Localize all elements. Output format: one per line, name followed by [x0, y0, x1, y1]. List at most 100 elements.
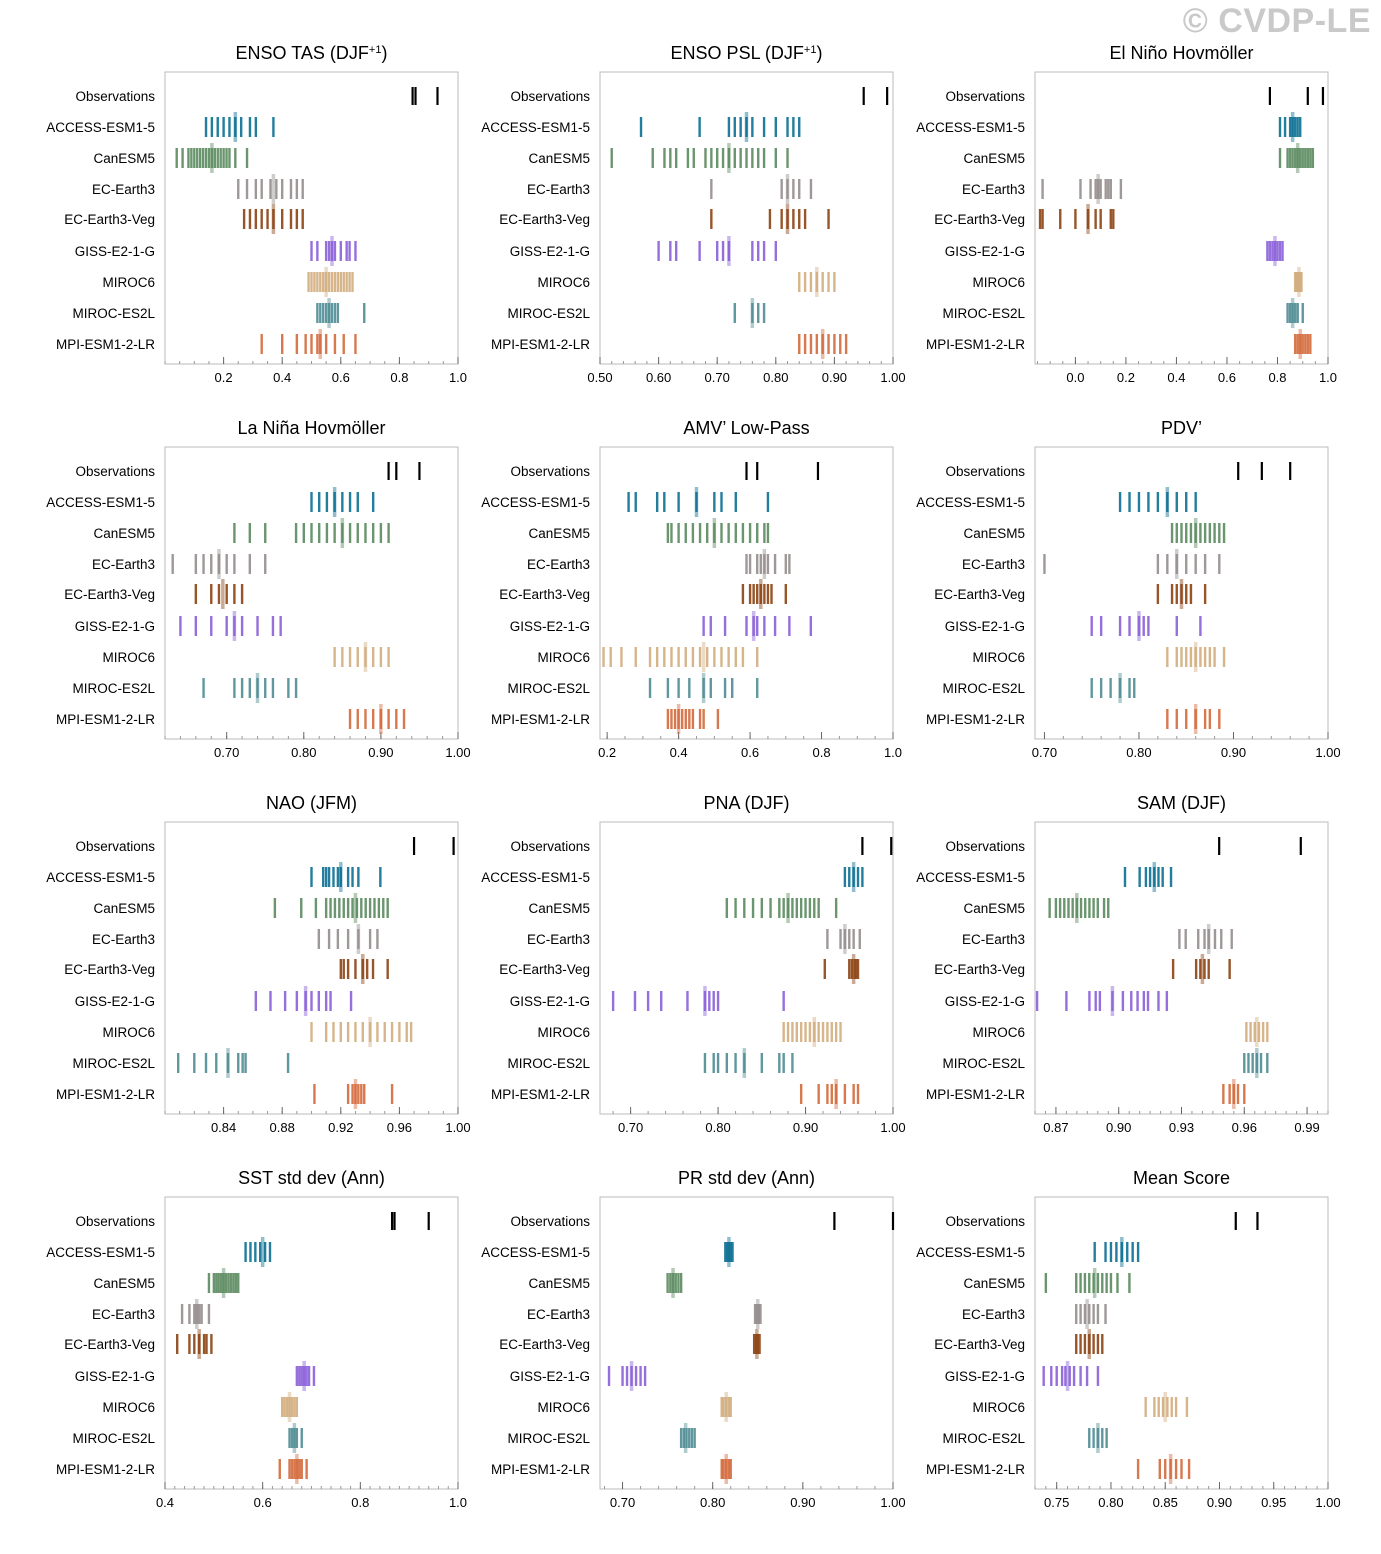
- row-label-observations: Observations: [510, 89, 590, 104]
- plot-frame: [1034, 446, 1329, 740]
- row-label-access-esm1-5: ACCESS-ESM1-5: [46, 1245, 155, 1260]
- chart-title-text: SAM (DJF): [1137, 793, 1226, 813]
- x-tick-label: 0.2: [1117, 370, 1135, 385]
- x-tick-label: 0.84: [211, 1120, 236, 1135]
- x-tick-label: 0.96: [387, 1120, 412, 1135]
- row-label-access-esm1-5: ACCESS-ESM1-5: [481, 1245, 590, 1260]
- row-label-giss-e2-1-g: GISS-E2-1-G: [510, 1369, 590, 1384]
- row-label-observations: Observations: [945, 1214, 1025, 1229]
- x-tick-label: 0.90: [1207, 1495, 1232, 1510]
- row-label-miroc6: MIROC6: [537, 650, 590, 665]
- row-label-access-esm1-5: ACCESS-ESM1-5: [46, 120, 155, 135]
- chart-panel: ENSO PSL (DJF+1) 0.50 0.60 0.70 0.80 0.90 1.00…: [481, 43, 905, 385]
- row-label-mpi-esm1-2-lr: MPI-ESM1-2-LR: [491, 712, 590, 727]
- x-tick-label: 1.00: [880, 1120, 905, 1135]
- x-tick-label: 0.0: [1066, 370, 1084, 385]
- row-label-access-esm1-5: ACCESS-ESM1-5: [481, 495, 590, 510]
- row-label-miroc-es2l: MIROC-ES2L: [72, 1056, 155, 1071]
- x-tick-label: 0.70: [610, 1495, 635, 1510]
- x-tick-label: 1.00: [880, 370, 905, 385]
- chart-title-superscript: +1: [369, 44, 382, 56]
- row-label-ec-earth3-veg: EC-Earth3-Veg: [934, 212, 1025, 227]
- plot-frame: [164, 446, 459, 740]
- x-tick-label: 0.90: [793, 1120, 818, 1135]
- chart-title: SST std dev (Ann): [238, 1168, 385, 1188]
- row-label-ec-earth3-veg: EC-Earth3-Veg: [64, 212, 155, 227]
- row-label-giss-e2-1-g: GISS-E2-1-G: [945, 619, 1025, 634]
- x-tick-label: 0.8: [812, 745, 830, 760]
- row-label-observations: Observations: [75, 1214, 155, 1229]
- chart-title-text: SST std dev (Ann): [238, 1168, 385, 1188]
- row-label-ec-earth3: EC-Earth3: [527, 1307, 590, 1322]
- row-label-giss-e2-1-g: GISS-E2-1-G: [75, 619, 155, 634]
- row-label-giss-e2-1-g: GISS-E2-1-G: [945, 994, 1025, 1009]
- chart-title-text: ENSO PSL (DJF: [671, 43, 804, 63]
- chart-panel: PDV’ 0.70 0.80 0.90 1.00 Observations ACCESS-E…: [916, 418, 1340, 760]
- chart-title: NAO (JFM): [266, 793, 357, 813]
- row-label-canesm5: CanESM5: [963, 151, 1025, 166]
- x-tick-label: 0.80: [700, 1495, 725, 1510]
- row-label-canesm5: CanESM5: [528, 526, 590, 541]
- chart-title-text: PDV’: [1161, 418, 1202, 438]
- chart-title-superscript: +1: [804, 44, 817, 56]
- x-tick-label: 0.96: [1232, 1120, 1257, 1135]
- row-label-access-esm1-5: ACCESS-ESM1-5: [46, 870, 155, 885]
- row-label-mpi-esm1-2-lr: MPI-ESM1-2-LR: [491, 337, 590, 352]
- chart-panel: SAM (DJF) 0.87 0.90 0.93 0.96 0.99 Observation…: [916, 793, 1329, 1135]
- x-tick-label: 0.6: [1218, 370, 1236, 385]
- row-label-ec-earth3-veg: EC-Earth3-Veg: [499, 1337, 590, 1352]
- row-label-giss-e2-1-g: GISS-E2-1-G: [75, 244, 155, 259]
- row-label-mpi-esm1-2-lr: MPI-ESM1-2-LR: [926, 1087, 1025, 1102]
- row-label-giss-e2-1-g: GISS-E2-1-G: [75, 1369, 155, 1384]
- row-label-ec-earth3-veg: EC-Earth3-Veg: [64, 1337, 155, 1352]
- x-tick-label: 0.70: [705, 370, 730, 385]
- row-label-ec-earth3: EC-Earth3: [962, 182, 1025, 197]
- chart-title-text: NAO (JFM): [266, 793, 357, 813]
- row-label-canesm5: CanESM5: [93, 526, 155, 541]
- row-label-ec-earth3: EC-Earth3: [92, 182, 155, 197]
- x-tick-label: 0.70: [1032, 745, 1057, 760]
- row-label-observations: Observations: [945, 839, 1025, 854]
- x-tick-label: 0.90: [368, 745, 393, 760]
- row-label-ec-earth3-veg: EC-Earth3-Veg: [499, 212, 590, 227]
- row-label-mpi-esm1-2-lr: MPI-ESM1-2-LR: [491, 1462, 590, 1477]
- row-label-canesm5: CanESM5: [528, 1276, 590, 1291]
- x-tick-label: 0.92: [328, 1120, 353, 1135]
- x-tick-label: 1.00: [1315, 745, 1340, 760]
- row-label-ec-earth3: EC-Earth3: [962, 1307, 1025, 1322]
- row-label-observations: Observations: [510, 839, 590, 854]
- row-label-ec-earth3-veg: EC-Earth3-Veg: [934, 587, 1025, 602]
- chart-title-text: ENSO TAS (DJF: [236, 43, 369, 63]
- row-label-miroc-es2l: MIROC-ES2L: [942, 1431, 1025, 1446]
- row-label-mpi-esm1-2-lr: MPI-ESM1-2-LR: [56, 337, 155, 352]
- x-tick-label: 0.2: [598, 745, 616, 760]
- row-label-mpi-esm1-2-lr: MPI-ESM1-2-LR: [926, 1462, 1025, 1477]
- chart-title: PDV’: [1161, 418, 1202, 438]
- chart-panel: Mean Score 0.75 0.80 0.85 0.90 0.95 1.00 Observ…: [916, 1168, 1340, 1510]
- plot-frame: [1034, 1196, 1329, 1490]
- chart-title-text: AMV’ Low-Pass: [683, 418, 809, 438]
- chart-panel: PR std dev (Ann) 0.70 0.80 0.90 1.00 Observat…: [481, 1168, 905, 1510]
- chart-panel: NAO (JFM) 0.84 0.88 0.92 0.96 1.00 Observation…: [46, 793, 470, 1135]
- x-tick-label: 1.0: [449, 370, 467, 385]
- row-label-canesm5: CanESM5: [963, 1276, 1025, 1291]
- x-tick-label: 0.70: [214, 745, 239, 760]
- row-label-observations: Observations: [945, 464, 1025, 479]
- row-label-observations: Observations: [510, 464, 590, 479]
- row-label-miroc-es2l: MIROC-ES2L: [507, 681, 590, 696]
- row-label-giss-e2-1-g: GISS-E2-1-G: [945, 1369, 1025, 1384]
- x-tick-label: 0.50: [587, 370, 612, 385]
- row-label-ec-earth3-veg: EC-Earth3-Veg: [64, 587, 155, 602]
- row-label-ec-earth3-veg: EC-Earth3-Veg: [499, 587, 590, 602]
- row-label-ec-earth3: EC-Earth3: [92, 557, 155, 572]
- x-tick-label: 0.8: [390, 370, 408, 385]
- x-tick-label: 0.70: [618, 1120, 643, 1135]
- chart-title-end: ): [816, 43, 822, 63]
- x-tick-label: 0.90: [1106, 1120, 1131, 1135]
- row-label-ec-earth3: EC-Earth3: [527, 182, 590, 197]
- row-label-miroc-es2l: MIROC-ES2L: [72, 681, 155, 696]
- x-tick-label: 0.80: [705, 1120, 730, 1135]
- row-label-miroc-es2l: MIROC-ES2L: [507, 1431, 590, 1446]
- row-label-canesm5: CanESM5: [528, 151, 590, 166]
- row-label-miroc6: MIROC6: [102, 1025, 155, 1040]
